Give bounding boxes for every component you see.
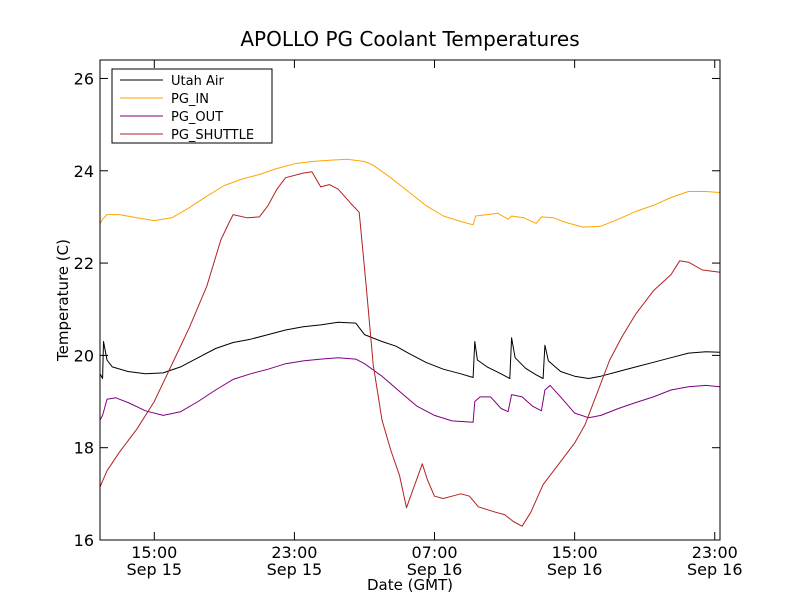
legend-label: PG_IN: [171, 92, 209, 107]
y-tick-label: 26: [74, 69, 94, 88]
y-tick-label: 24: [74, 162, 94, 181]
x-axis-title: Date (GMT): [367, 576, 453, 594]
plot-frame: [99, 59, 721, 541]
x-tick-label-date: Sep 16: [687, 560, 743, 579]
legend-label: Utah Air: [171, 74, 224, 89]
x-tick-label-date: Sep 15: [126, 560, 182, 579]
series-line-pg-shuttle: [100, 171, 720, 527]
series-line-pg-in: [100, 158, 720, 228]
legend-label: PG_SHUTTLE: [171, 128, 254, 143]
series-layer: [100, 158, 720, 527]
y-axis-title: Temperature (C): [54, 239, 72, 362]
legend-label: PG_OUT: [171, 110, 223, 125]
x-tick-label-time: 15:00: [131, 543, 177, 562]
y-tick-label: 16: [74, 531, 94, 550]
x-tick-label-time: 15:00: [552, 543, 598, 562]
y-tick-label: 22: [74, 254, 94, 273]
legend-frame: [111, 68, 273, 144]
x-tick-label-date: Sep 16: [547, 560, 603, 579]
series-line-utah-air: [100, 321, 720, 379]
x-tick-label-date: Sep 16: [407, 560, 463, 579]
x-tick-label-time: 23:00: [692, 543, 738, 562]
legend: Utah Air PG_IN PG_OUT PG_SHUTTLE: [111, 68, 273, 144]
x-tick-label-date: Sep 15: [267, 560, 323, 579]
chart-title: APOLLO PG Coolant Temperatures: [240, 27, 579, 51]
y-tick-label: 20: [74, 346, 94, 365]
x-tick-label-time: 23:00: [271, 543, 317, 562]
series-line-pg-out: [100, 357, 720, 423]
y-tick-label: 18: [74, 439, 94, 458]
x-tick-label-time: 07:00: [411, 543, 457, 562]
